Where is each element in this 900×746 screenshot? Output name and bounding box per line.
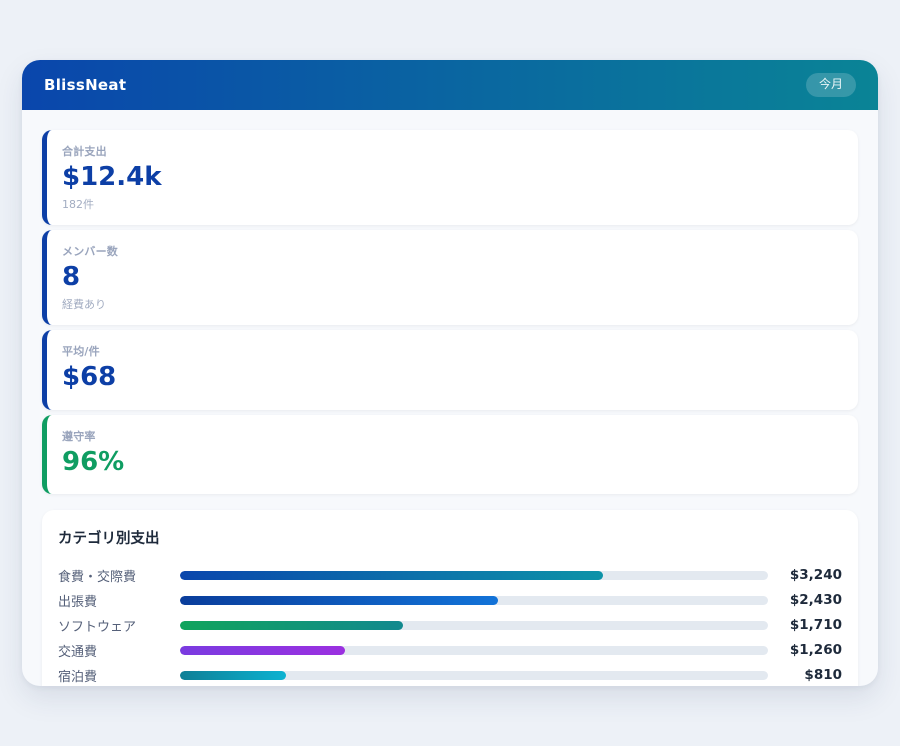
bar-track <box>180 671 768 680</box>
bar-track <box>180 621 768 630</box>
bar-row-transportation: 交通費 $1,260 <box>58 638 842 663</box>
stat-label: 遵守率 <box>62 428 840 444</box>
stat-label: 平均/件 <box>62 343 840 359</box>
bar-category-label: 交通費 <box>58 641 180 660</box>
bar-value-label: $1,260 <box>780 642 842 658</box>
bar-category-label: ソフトウェア <box>58 616 180 635</box>
bar-track <box>180 596 768 605</box>
app-window: BlissNeat 今月 合計支出 $12.4k 182件 メンバー数 8 経費… <box>22 60 878 686</box>
stat-value: $12.4k <box>62 162 840 193</box>
bar-category-label: 食費・交際費 <box>58 566 180 585</box>
category-chart-title: カテゴリ別支出 <box>58 527 842 548</box>
bar-row-business-trip: 出張費 $2,430 <box>58 588 842 613</box>
bar-value-label: $810 <box>780 667 842 683</box>
bar-value-label: $2,430 <box>780 592 842 608</box>
bar-track <box>180 571 768 580</box>
stat-card-average-per-item: 平均/件 $68 <box>42 330 858 409</box>
dashboard-content: 合計支出 $12.4k 182件 メンバー数 8 経費あり 平均/件 $68 遵… <box>22 110 878 686</box>
bar-fill <box>180 621 403 630</box>
stat-card-total-spend: 合計支出 $12.4k 182件 <box>42 130 858 225</box>
category-spend-card: カテゴリ別支出 食費・交際費 $3,240 出張費 $2,430 ソフトウェア … <box>42 510 858 686</box>
stat-sub: 182件 <box>62 196 840 212</box>
stat-value: 8 <box>62 262 840 293</box>
bar-row-food-entertainment: 食費・交際費 $3,240 <box>58 563 842 588</box>
bar-track <box>180 646 768 655</box>
app-header: BlissNeat 今月 <box>22 60 878 110</box>
stat-label: 合計支出 <box>62 143 840 159</box>
bar-category-label: 出張費 <box>58 591 180 610</box>
bar-value-label: $1,710 <box>780 617 842 633</box>
app-title: BlissNeat <box>44 76 126 94</box>
period-badge[interactable]: 今月 <box>806 73 856 97</box>
bar-fill <box>180 571 603 580</box>
stat-card-compliance-rate: 遵守率 96% <box>42 415 858 494</box>
bar-category-label: 宿泊費 <box>58 666 180 685</box>
bar-row-software: ソフトウェア $1,710 <box>58 613 842 638</box>
bar-row-lodging: 宿泊費 $810 <box>58 663 842 686</box>
bar-fill <box>180 671 286 680</box>
stat-value: $68 <box>62 362 840 393</box>
bar-fill <box>180 596 498 605</box>
bar-value-label: $3,240 <box>780 567 842 583</box>
stat-value: 96% <box>62 447 840 478</box>
stat-sub: 経費あり <box>62 296 840 312</box>
bar-fill <box>180 646 345 655</box>
stat-card-member-count: メンバー数 8 経費あり <box>42 230 858 325</box>
stat-label: メンバー数 <box>62 243 840 259</box>
